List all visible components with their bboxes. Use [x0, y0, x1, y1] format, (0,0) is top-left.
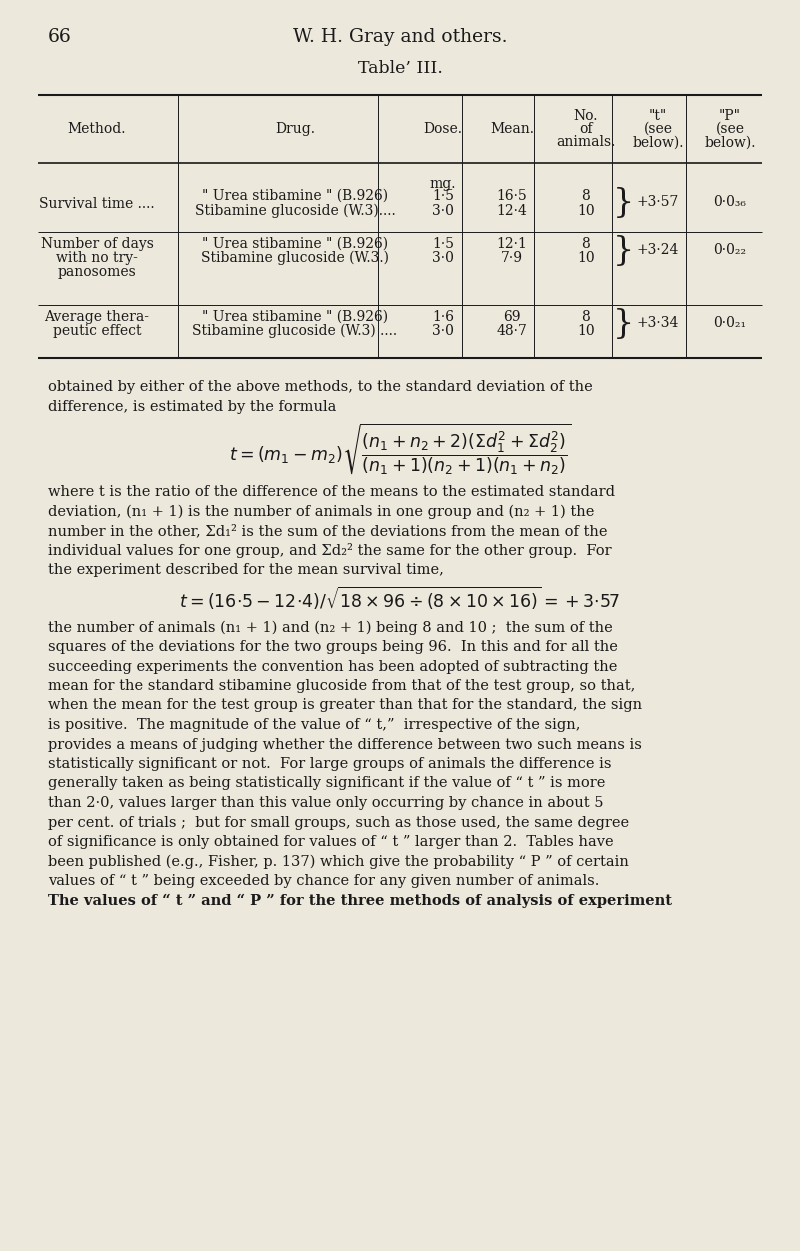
Text: }: }: [613, 188, 634, 219]
Text: Table’ III.: Table’ III.: [358, 60, 442, 78]
Text: the experiment described for the mean survival time,: the experiment described for the mean su…: [48, 563, 444, 577]
Text: of significance is only obtained for values of “ t ” larger than 2.  Tables have: of significance is only obtained for val…: [48, 834, 614, 849]
Text: Number of days: Number of days: [41, 236, 154, 251]
Text: 1·5: 1·5: [432, 236, 454, 251]
Text: Drug.: Drug.: [275, 123, 315, 136]
Text: +3·34: +3·34: [637, 317, 679, 330]
Text: panosomes: panosomes: [58, 265, 136, 279]
Text: mg.: mg.: [430, 176, 456, 191]
Text: below).: below).: [704, 135, 756, 150]
Text: }: }: [613, 235, 634, 266]
Text: 1·5: 1·5: [432, 189, 454, 203]
Text: 7·9: 7·9: [501, 251, 523, 265]
Text: 0·0₂₁: 0·0₂₁: [714, 317, 746, 330]
Text: Stibamine glucoside (W.3.): Stibamine glucoside (W.3.): [201, 251, 389, 265]
Text: 69: 69: [503, 310, 521, 324]
Text: "t": "t": [649, 109, 667, 123]
Text: peutic effect: peutic effect: [53, 324, 142, 338]
Text: Mean.: Mean.: [490, 123, 534, 136]
Text: $t = (m_1 - m_2) \sqrt{\dfrac{(n_1 + n_2 + 2)(\Sigma d_1^2 + \Sigma d_2^2)}{(n_1: $t = (m_1 - m_2) \sqrt{\dfrac{(n_1 + n_2…: [229, 422, 571, 477]
Text: obtained by either of the above methods, to the standard deviation of the: obtained by either of the above methods,…: [48, 380, 593, 394]
Text: 1·6: 1·6: [432, 310, 454, 324]
Text: }: }: [613, 308, 634, 340]
Text: 3·0: 3·0: [432, 324, 454, 338]
Text: animals.: animals.: [556, 135, 616, 150]
Text: difference, is estimated by the formula: difference, is estimated by the formula: [48, 399, 336, 414]
Text: number in the other, Σd₁² is the sum of the deviations from the mean of the: number in the other, Σd₁² is the sum of …: [48, 524, 607, 538]
Text: is positive.  The magnitude of the value of “ t,”  irrespective of the sign,: is positive. The magnitude of the value …: [48, 718, 581, 732]
Text: " Urea stibamine " (B.926): " Urea stibamine " (B.926): [202, 310, 388, 324]
Text: provides a means of judging whether the difference between two such means is: provides a means of judging whether the …: [48, 738, 642, 752]
Text: " Urea stibamine " (B.926): " Urea stibamine " (B.926): [202, 189, 388, 203]
Text: values of “ t ” being exceeded by chance for any given number of animals.: values of “ t ” being exceeded by chance…: [48, 874, 599, 888]
Text: 0·0₂₂: 0·0₂₂: [714, 243, 746, 256]
Text: 16·5: 16·5: [497, 189, 527, 203]
Text: per cent. of trials ;  but for small groups, such as those used, the same degree: per cent. of trials ; but for small grou…: [48, 816, 629, 829]
Text: individual values for one group, and Σd₂² the same for the other group.  For: individual values for one group, and Σd₂…: [48, 543, 612, 558]
Text: below).: below).: [632, 135, 684, 150]
Text: where t is the ratio of the difference of the means to the estimated standard: where t is the ratio of the difference o…: [48, 485, 615, 499]
Text: when the mean for the test group is greater than that for the standard, the sign: when the mean for the test group is grea…: [48, 698, 642, 713]
Text: Stibamine glucoside (W.3) ....: Stibamine glucoside (W.3) ....: [193, 324, 398, 338]
Text: 10: 10: [577, 204, 595, 218]
Text: generally taken as being statistically significant if the value of “ t ” is more: generally taken as being statistically s…: [48, 777, 606, 791]
Text: 8: 8: [582, 310, 590, 324]
Text: than 2·0, values larger than this value only occurring by chance in about 5: than 2·0, values larger than this value …: [48, 796, 603, 809]
Text: with no try-: with no try-: [56, 251, 138, 265]
Text: been published (e.g., Fisher, p. 137) which give the probability “ P ” of certai: been published (e.g., Fisher, p. 137) wh…: [48, 854, 629, 869]
Text: Method.: Method.: [68, 123, 126, 136]
Text: 0·0₃₆: 0·0₃₆: [714, 195, 746, 209]
Text: (see: (see: [715, 123, 745, 136]
Text: 12·4: 12·4: [497, 204, 527, 218]
Text: 48·7: 48·7: [497, 324, 527, 338]
Text: 3·0: 3·0: [432, 251, 454, 265]
Text: (see: (see: [643, 123, 673, 136]
Text: Average thera-: Average thera-: [45, 310, 150, 324]
Text: statistically significant or not.  For large groups of animals the difference is: statistically significant or not. For la…: [48, 757, 611, 771]
Text: Survival time ....: Survival time ....: [39, 196, 155, 210]
Text: +3·57: +3·57: [637, 195, 679, 209]
Text: Stibamine glucoside (W.3)....: Stibamine glucoside (W.3)....: [194, 204, 395, 219]
Text: 10: 10: [577, 251, 595, 265]
Text: 12·1: 12·1: [497, 236, 527, 251]
Text: 8: 8: [582, 236, 590, 251]
Text: deviation, (n₁ + 1) is the number of animals in one group and (n₂ + 1) the: deviation, (n₁ + 1) is the number of ani…: [48, 504, 594, 519]
Text: The values of “ t ” and “ P ” for the three methods of analysis of experiment: The values of “ t ” and “ P ” for the th…: [48, 893, 672, 908]
Text: mean for the standard stibamine glucoside from that of the test group, so that,: mean for the standard stibamine glucosid…: [48, 679, 635, 693]
Text: 10: 10: [577, 324, 595, 338]
Text: "P": "P": [719, 109, 741, 123]
Text: Dose.: Dose.: [423, 123, 462, 136]
Text: No.: No.: [574, 109, 598, 123]
Text: 8: 8: [582, 189, 590, 203]
Text: 3·0: 3·0: [432, 204, 454, 218]
Text: of: of: [579, 123, 593, 136]
Text: $t = (16{\cdot}5 - 12{\cdot}4)/\sqrt{18 \times 96 \div (8 \times 10 \times 16)} : $t = (16{\cdot}5 - 12{\cdot}4)/\sqrt{18 …: [179, 585, 621, 612]
Text: W. H. Gray and others.: W. H. Gray and others.: [293, 28, 507, 46]
Text: " Urea stibamine " (B.926): " Urea stibamine " (B.926): [202, 236, 388, 251]
Text: the number of animals (n₁ + 1) and (n₂ + 1) being 8 and 10 ;  the sum of the: the number of animals (n₁ + 1) and (n₂ +…: [48, 620, 613, 636]
Text: succeeding experiments the convention has been adopted of subtracting the: succeeding experiments the convention ha…: [48, 659, 618, 673]
Text: squares of the deviations for the two groups being 96.  In this and for all the: squares of the deviations for the two gr…: [48, 641, 618, 654]
Text: 66: 66: [48, 28, 72, 46]
Text: +3·24: +3·24: [637, 243, 679, 256]
